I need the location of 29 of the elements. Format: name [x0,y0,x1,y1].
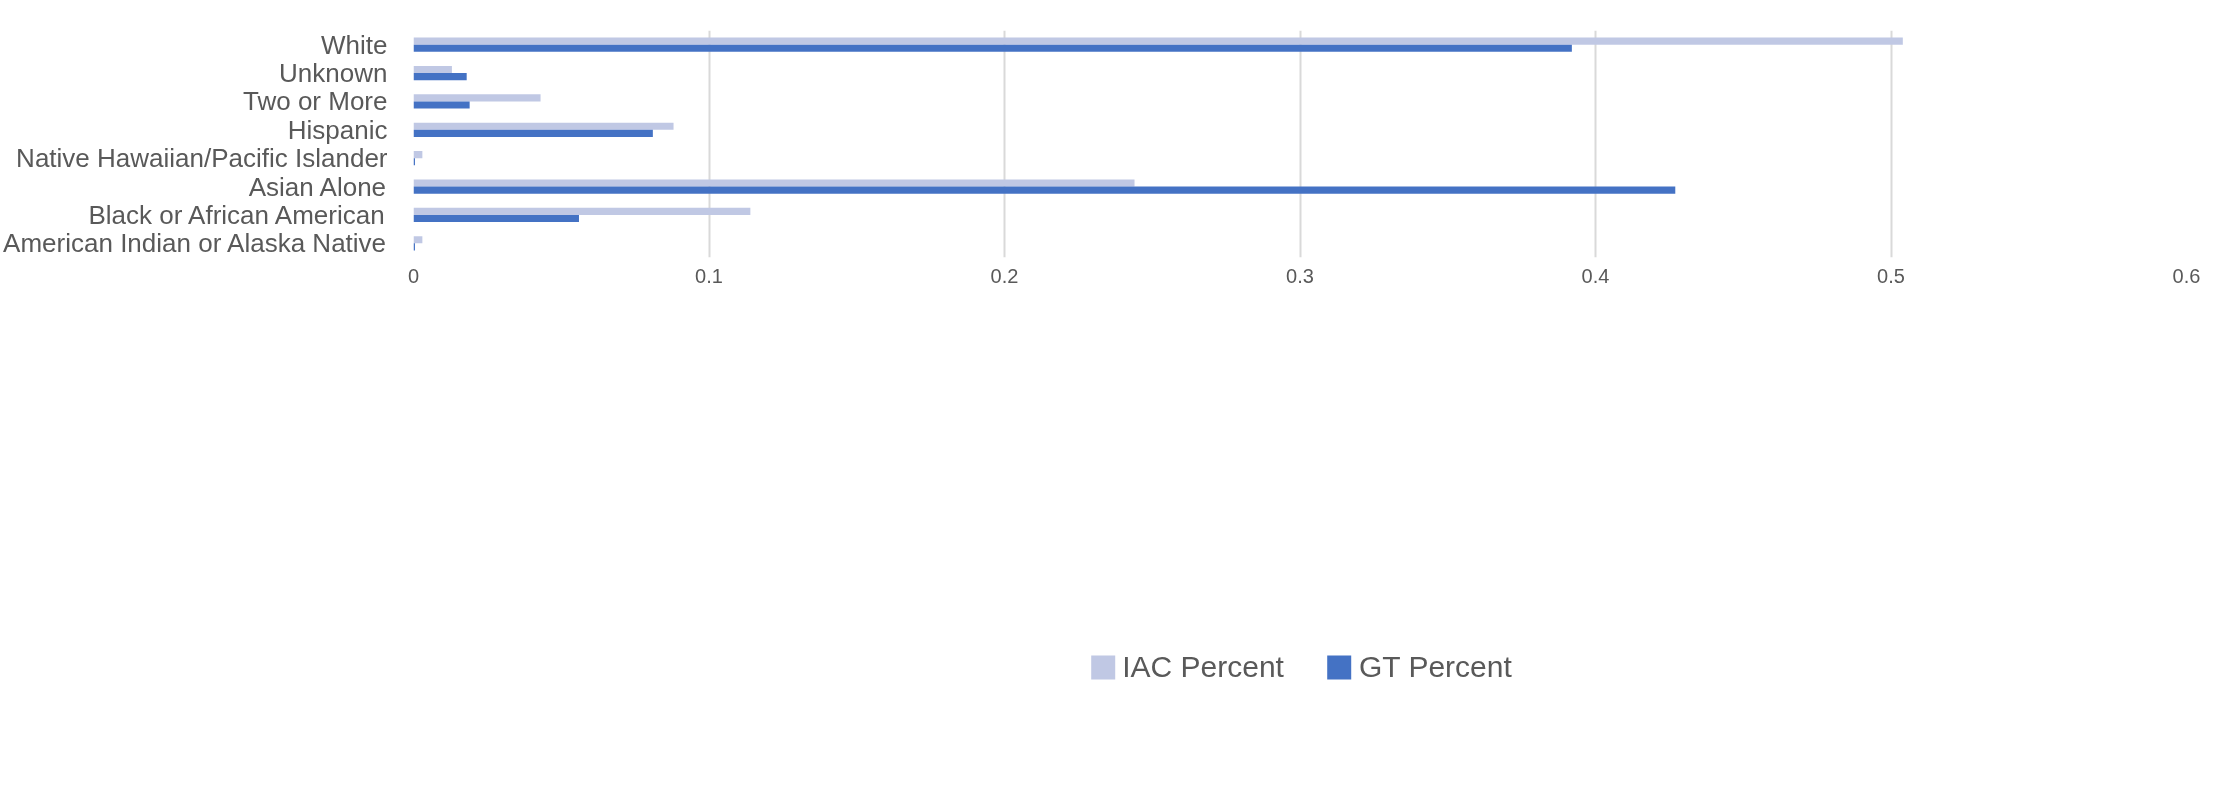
x-tick-label: 0.1 [695,264,723,287]
x-tick-label: 0.4 [1581,264,1610,287]
y-tick-label: Two or More [243,86,388,117]
bar [413,214,579,223]
bar [413,37,1903,45]
bar [413,73,467,81]
y-tick-label: Asian Alone [248,171,387,202]
x-tick-label: 0.5 [1877,264,1905,287]
y-tick-label: American Indian or Alaska Native [3,228,387,259]
y-tick-label: White [321,29,388,60]
y-tick-label: Native Hawaiian/Pacific Islander [16,143,388,174]
bar [413,94,541,102]
bar [413,179,1135,187]
legend-label: GT Percent [1358,649,1512,684]
bar [413,101,470,109]
y-tick-label: Black or African American [88,199,385,230]
bar [413,207,751,215]
bar [413,122,674,130]
x-tick-label: 0.3 [1286,264,1314,287]
x-tick-label: 0.6 [2172,264,2201,287]
legend-label: IAC Percent [1122,649,1284,684]
bar [413,186,1676,194]
y-tick-label: Unknown [279,58,388,89]
x-tick-label: 0 [407,264,420,287]
y-tick-label: Hispanic [287,114,388,145]
bar [413,129,653,137]
bar [413,65,452,74]
x-tick-label: 0.2 [990,264,1019,287]
bar [413,44,1572,52]
